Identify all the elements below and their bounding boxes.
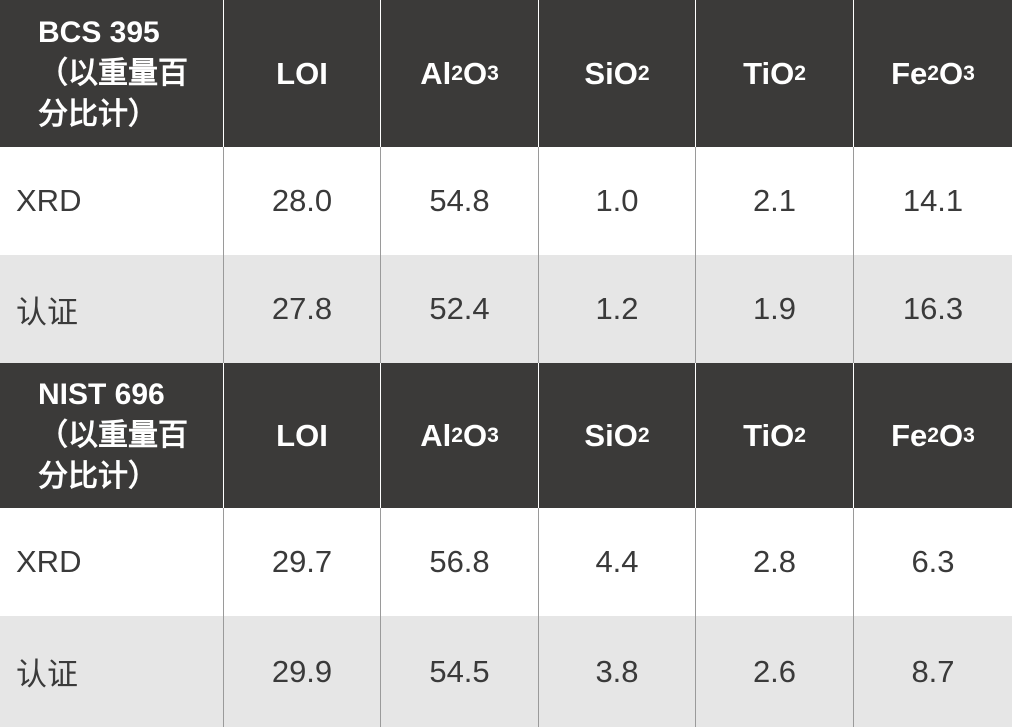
column-header-loi: LOI [223, 363, 380, 508]
table-cell: 8.7 [853, 616, 1012, 727]
table-cell: 2.1 [695, 147, 853, 255]
section-header-title: BCS 395（以重量百分比计） [0, 0, 223, 147]
table-cell: 52.4 [380, 255, 538, 363]
table-cell: 29.9 [223, 616, 380, 727]
table-cell: 56.8 [380, 508, 538, 616]
formula-part: SiO [584, 55, 638, 91]
section-title: BCS 395（以重量百分比计） [38, 16, 188, 131]
table-cell: 6.3 [853, 508, 1012, 616]
formula-part: Fe [891, 55, 928, 91]
formula-part: O [939, 417, 964, 453]
formula-part: O [462, 55, 488, 91]
column-header-sio2: SiO 2 [538, 363, 695, 508]
column-header-tio2: TiO 2 [695, 363, 853, 508]
formula-part: Al [420, 417, 452, 453]
column-header-label: LOI [276, 55, 328, 91]
table-cell: 4.4 [538, 508, 695, 616]
table-cell: 3.8 [538, 616, 695, 727]
row-label: XRD [0, 147, 223, 255]
table-cell: 1.2 [538, 255, 695, 363]
column-header-fe2o3: Fe 2 O 3 [853, 0, 1012, 147]
formula-part: TiO [743, 417, 795, 453]
table-cell: 54.5 [380, 616, 538, 727]
formula-part: TiO [743, 55, 795, 91]
table-cell: 29.7 [223, 508, 380, 616]
table-cell: 16.3 [853, 255, 1012, 363]
formula-part: Fe [891, 417, 928, 453]
table-cell: 2.6 [695, 616, 853, 727]
table-cell: 28.0 [223, 147, 380, 255]
table-cell: 14.1 [853, 147, 1012, 255]
table-cell: 2.8 [695, 508, 853, 616]
table-cell: 27.8 [223, 255, 380, 363]
table-cell: 1.0 [538, 147, 695, 255]
table-cell: 54.8 [380, 147, 538, 255]
column-header-label: LOI [276, 417, 328, 453]
formula-part: O [462, 417, 488, 453]
section-header-title: NIST 696（以重量百分比计） [0, 363, 223, 508]
column-header-al2o3: Al 2 O 3 [380, 0, 538, 147]
column-header-fe2o3: Fe 2 O 3 [853, 363, 1012, 508]
row-label: 认证 [0, 255, 223, 363]
row-label: XRD [0, 508, 223, 616]
table-cell: 1.9 [695, 255, 853, 363]
formula-part: Al [420, 55, 452, 91]
row-label: 认证 [0, 616, 223, 727]
formula-part: SiO [584, 417, 638, 453]
column-header-al2o3: Al 2 O 3 [380, 363, 538, 508]
column-header-tio2: TiO 2 [695, 0, 853, 147]
formula-part: O [939, 55, 964, 91]
column-header-loi: LOI [223, 0, 380, 147]
column-header-sio2: SiO 2 [538, 0, 695, 147]
section-title: NIST 696（以重量百分比计） [38, 378, 188, 493]
